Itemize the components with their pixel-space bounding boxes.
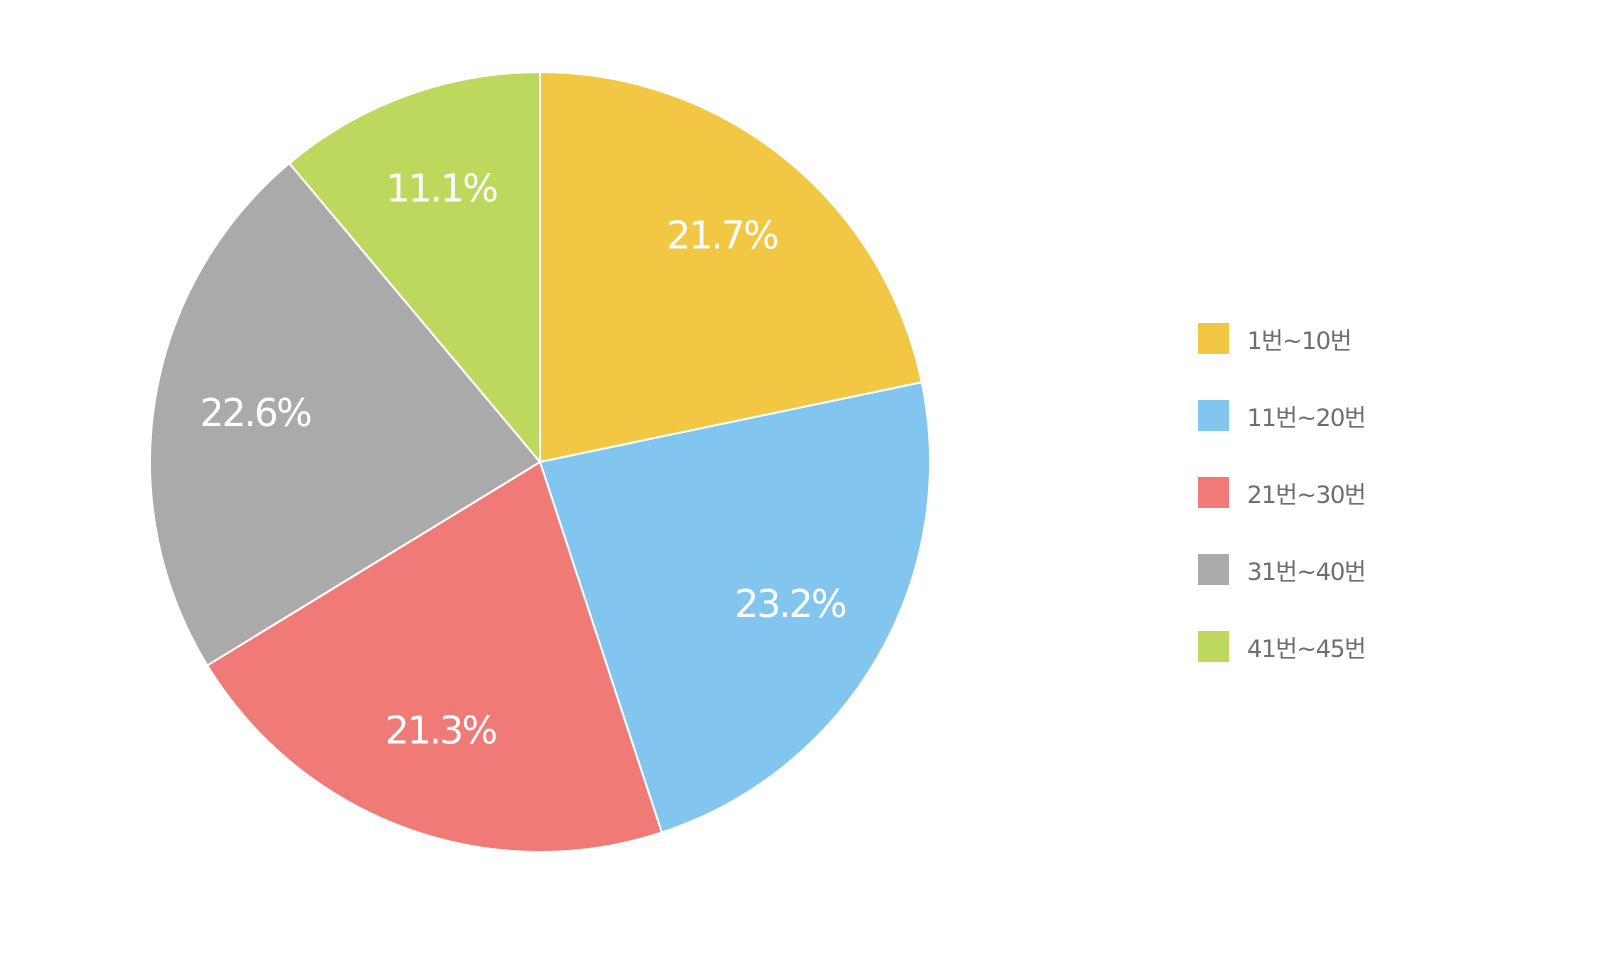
pie-slices [149, 70, 931, 853]
legend-swatch [1198, 630, 1229, 662]
slice-value-label: 22.6% [200, 391, 312, 435]
legend-label: 1번~10번 [1247, 326, 1352, 355]
slice-value-label: 11.1% [386, 166, 498, 210]
slice-value-label: 21.7% [667, 214, 779, 258]
pie-slice [539, 70, 923, 464]
legend: 1번~10번 11번~20번 21번~30번 31번~40번 41번~45번 [1198, 322, 1458, 708]
legend-item: 21번~30번 [1198, 476, 1458, 509]
legend-swatch [1198, 553, 1229, 585]
slice-value-label: 21.3% [385, 708, 497, 752]
pie-slice [538, 381, 931, 834]
legend-swatch [1198, 399, 1229, 431]
legend-item: 11번~20번 [1198, 399, 1458, 432]
legend-label: 41번~45번 [1247, 634, 1366, 663]
legend-item: 41번~45번 [1198, 630, 1458, 663]
legend-item: 1번~10번 [1198, 322, 1458, 355]
legend-swatch [1198, 476, 1229, 508]
legend-label: 11번~20번 [1247, 403, 1366, 432]
legend-swatch [1198, 322, 1229, 354]
pie-slice [287, 70, 541, 465]
legend-label: 31번~40번 [1247, 557, 1366, 586]
legend-label: 21번~30번 [1247, 480, 1366, 509]
slice-value-label: 23.2% [735, 582, 847, 626]
pie-slice [205, 460, 664, 853]
pie-slice-labels: 21.7% 23.2% 21.3% 22.6% 11.1% [200, 166, 848, 752]
legend-item: 31번~40번 [1198, 553, 1458, 586]
pie-slice [149, 161, 542, 667]
